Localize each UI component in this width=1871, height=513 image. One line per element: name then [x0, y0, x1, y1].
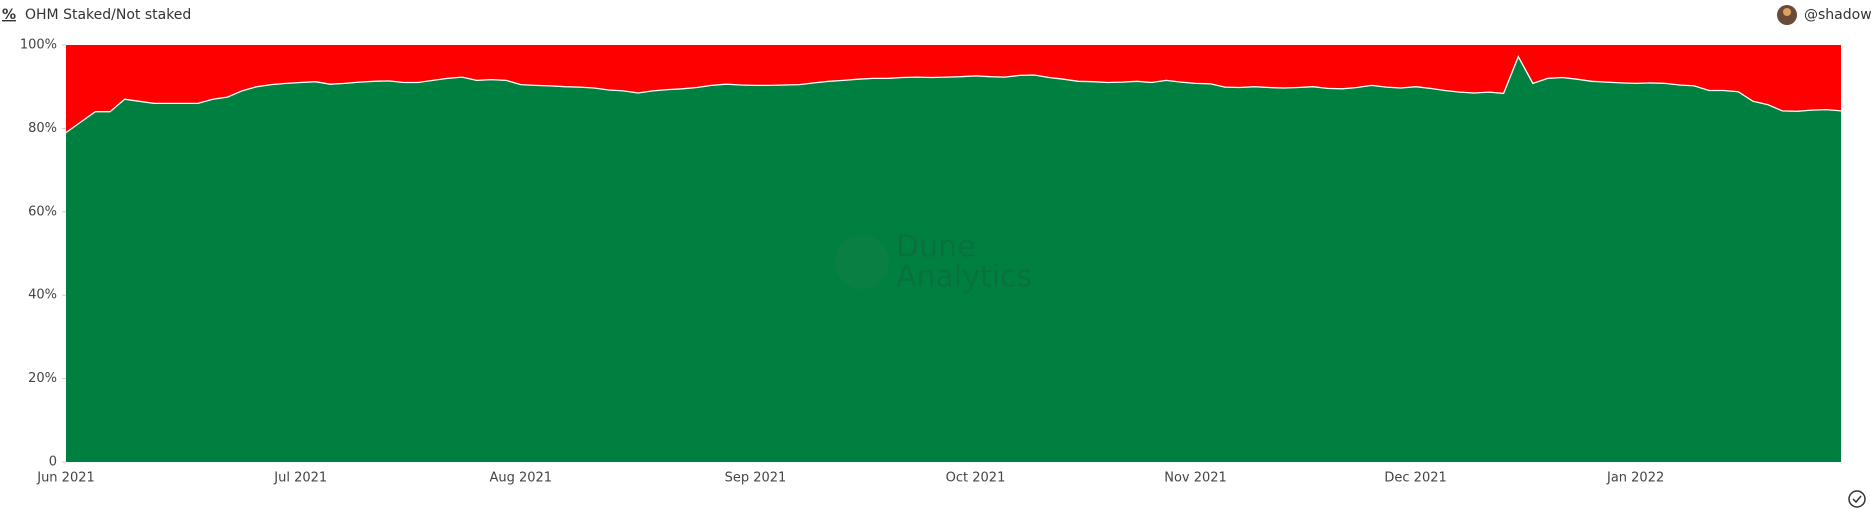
- y-tick-label: 100%: [20, 38, 57, 53]
- x-tick-label: Oct 2021: [946, 471, 1006, 486]
- x-tick-label: Jun 2021: [36, 471, 95, 486]
- y-tick-label: 0: [49, 455, 57, 470]
- x-tick-label: Dec 2021: [1384, 471, 1446, 486]
- percent-icon: %: [2, 7, 16, 23]
- y-tick-label: 80%: [28, 121, 57, 136]
- x-tick-label: Jan 2022: [1606, 471, 1664, 486]
- x-tick-label: Nov 2021: [1164, 471, 1227, 486]
- x-tick-label: Jul 2021: [273, 471, 327, 486]
- watermark-text: Dune: [896, 230, 976, 265]
- area-divider: [65, 55, 1842, 134]
- y-tick-label: 60%: [28, 204, 57, 219]
- watermark-logo: [835, 235, 889, 289]
- user-name[interactable]: @shadow: [1804, 7, 1871, 23]
- check-icon[interactable]: [1848, 490, 1866, 508]
- y-tick-label: 20%: [28, 371, 57, 386]
- y-tick-label: 40%: [28, 288, 57, 303]
- watermark-text: Analytics: [896, 260, 1032, 295]
- watermark: Dune Analytics: [835, 230, 1032, 295]
- avatar-face: [1783, 8, 1791, 16]
- check-mark: [1852, 495, 1862, 504]
- x-tick-label: Aug 2021: [489, 471, 552, 486]
- chart-title: OHM Staked/Not staked: [25, 7, 191, 23]
- plot-area: [65, 45, 1842, 462]
- area: [66, 56, 1841, 462]
- area: [66, 45, 1841, 133]
- x-tick-label: Sep 2021: [725, 471, 787, 486]
